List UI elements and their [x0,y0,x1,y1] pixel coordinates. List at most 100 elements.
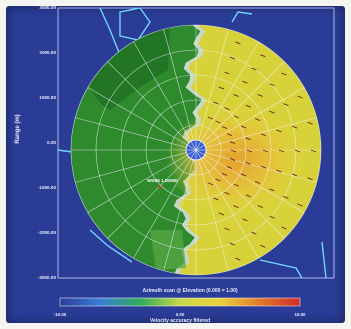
map-line-southeast [321,241,327,279]
wind-vector [294,149,301,153]
wind-vector [207,116,214,120]
wind-vector [230,149,237,153]
scan-title: Azimuth scan @ Elevation (0.000 = 1.00) [142,288,238,294]
colorbar [59,297,301,307]
azimuth-radial [87,154,188,213]
wind-vector [233,183,240,187]
disc-core-region [166,105,306,215]
hub-spoke [187,149,197,156]
hub-spoke [187,144,197,151]
wind-vector [233,205,239,208]
wind-vector [269,188,275,192]
azimuth-radial [200,41,259,142]
azimuth-radial [202,61,285,144]
wind-vector [291,125,298,129]
wind-vector [276,129,282,133]
wind-vector [229,56,236,60]
target-marker [158,185,162,189]
wind-vector [260,165,267,169]
wind-vector [307,177,313,181]
disc-patch-south [150,230,186,270]
azimuth-radial [133,158,192,259]
hub-spokes [186,140,206,160]
wind-vector [260,133,267,137]
wind-vector [283,196,289,199]
azimuth-radial [198,159,229,271]
wind-vector [269,110,275,114]
wind-vector [262,149,269,153]
y-tick-label: 1000.00 [39,95,56,100]
map-line-northeast [231,11,253,23]
wind-vector [226,133,233,136]
wind-vector [235,41,241,45]
wind-vector [233,94,239,97]
wind-vector [218,212,225,216]
wind-vector [213,197,219,201]
colorbar-tick-label: 0.00 [175,312,185,317]
azimuth-radial [202,156,285,239]
wind-vector [229,158,236,161]
wind-vector [245,194,251,198]
wind-vector [297,95,303,99]
wind-vector [310,149,317,153]
wind-vector [221,126,228,129]
wind-vector [221,173,228,176]
wind-vector [260,54,266,58]
wind-vector [254,118,261,121]
wind-vector [245,161,251,165]
wind-vector [291,173,298,177]
wind-vector [257,94,263,97]
map-line-south [259,259,303,279]
wind-vector [276,169,282,173]
azimuth-radial [87,87,188,146]
map-polygon-north [119,7,151,41]
wind-vector [269,215,275,219]
azimuth-radial [107,156,190,239]
wind-vectors [207,41,317,261]
wind-vector [242,80,248,84]
hub-spoke [195,149,205,156]
wind-vector [245,137,251,141]
wind-vector [297,203,303,207]
y-tick-label: 0.00 [47,140,56,145]
wind-vector [213,101,219,105]
colorbar-tick-label: 10.00 [294,312,306,317]
plot-area-border [57,7,335,279]
azimuth-radial [163,159,194,271]
y-axis-title: Range (m) [15,114,21,144]
polar-grid [70,24,322,276]
wind-vector [283,103,289,106]
wind-vector [207,182,214,186]
wind-vector [229,242,236,246]
azimuth-radial [205,117,317,148]
azimuth-radial [205,152,317,183]
wind-vector [242,218,248,222]
azimuth-radial [200,158,259,259]
wind-vector [257,205,263,208]
wind-vector [246,149,253,153]
y-tick-label: 3000.00 [39,5,56,10]
hub-spoke [195,149,202,159]
wind-vector [224,71,230,75]
wind-vector [251,67,257,71]
wind-vector [281,72,287,76]
wind-vector [240,173,247,177]
wind-vector [245,104,251,108]
wind-vector [254,181,261,184]
azimuth-radial [204,87,305,146]
wind-vector [307,121,313,125]
wind-vector [215,120,221,124]
y-tick-label: 2000.00 [39,50,56,55]
wind-vector [281,226,287,230]
wind-vector [229,141,236,144]
y-tick-label: -3000.00 [37,275,56,280]
azimuth-radial [75,117,187,148]
y-tick-label: -1000.00 [37,185,56,190]
colorbar-tick-label: -10.00 [53,312,67,317]
wind-vector [224,107,230,111]
azimuth-radial [204,154,305,213]
wind-vector [269,83,275,87]
wind-vector [224,227,230,231]
wind-vector [251,231,257,235]
